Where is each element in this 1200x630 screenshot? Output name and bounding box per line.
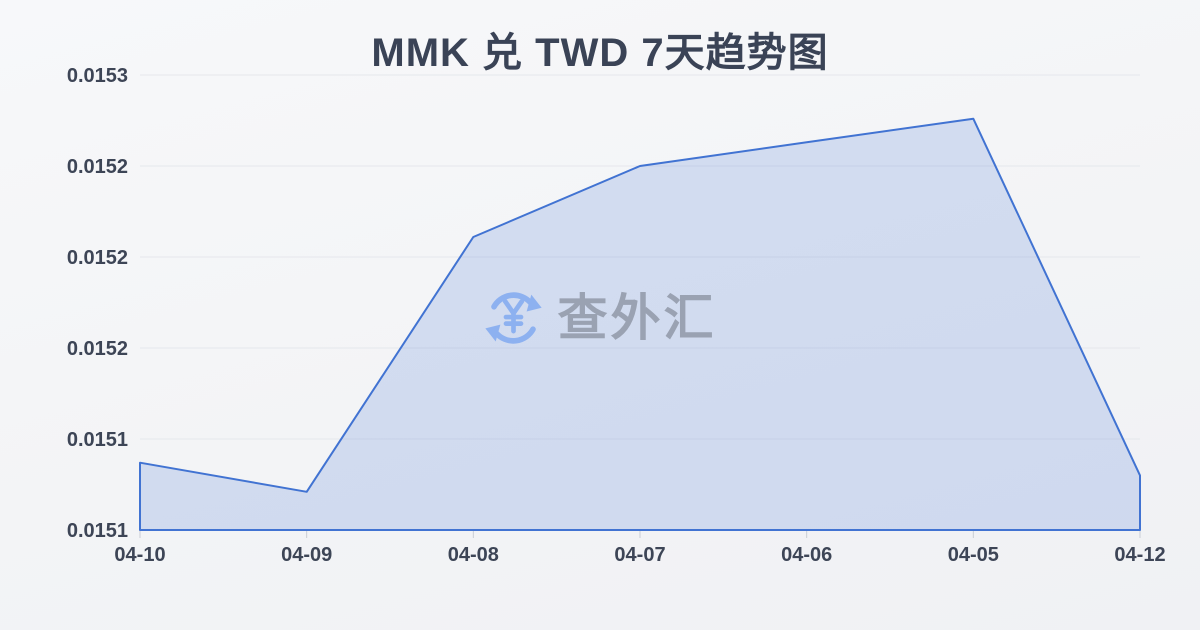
y-axis-tick-label: 0.0151 bbox=[67, 520, 128, 542]
area-series bbox=[139, 117, 1141, 531]
x-axis-tick-label: 04-06 bbox=[781, 544, 832, 566]
x-axis-tick-label: 04-08 bbox=[448, 544, 499, 566]
y-axis-tick-label: 0.0152 bbox=[67, 156, 128, 178]
y-axis-tick-label: 0.0153 bbox=[67, 65, 128, 87]
y-axis-tick-label: 0.0152 bbox=[67, 247, 128, 269]
y-axis-tick-label: 0.0151 bbox=[67, 429, 128, 451]
x-axis-tick-label: 04-09 bbox=[281, 544, 332, 566]
y-axis-tick-label: 0.0152 bbox=[67, 338, 128, 360]
x-axis-tick-label: 04-10 bbox=[114, 544, 165, 566]
chart-title: MMK 兑 TWD 7天趋势图 bbox=[371, 31, 829, 75]
x-axis-tick-label: 04-12 bbox=[1114, 544, 1165, 566]
x-axis-tick-label: 04-05 bbox=[948, 544, 999, 566]
x-axis-tick-label: 04-07 bbox=[614, 544, 665, 566]
